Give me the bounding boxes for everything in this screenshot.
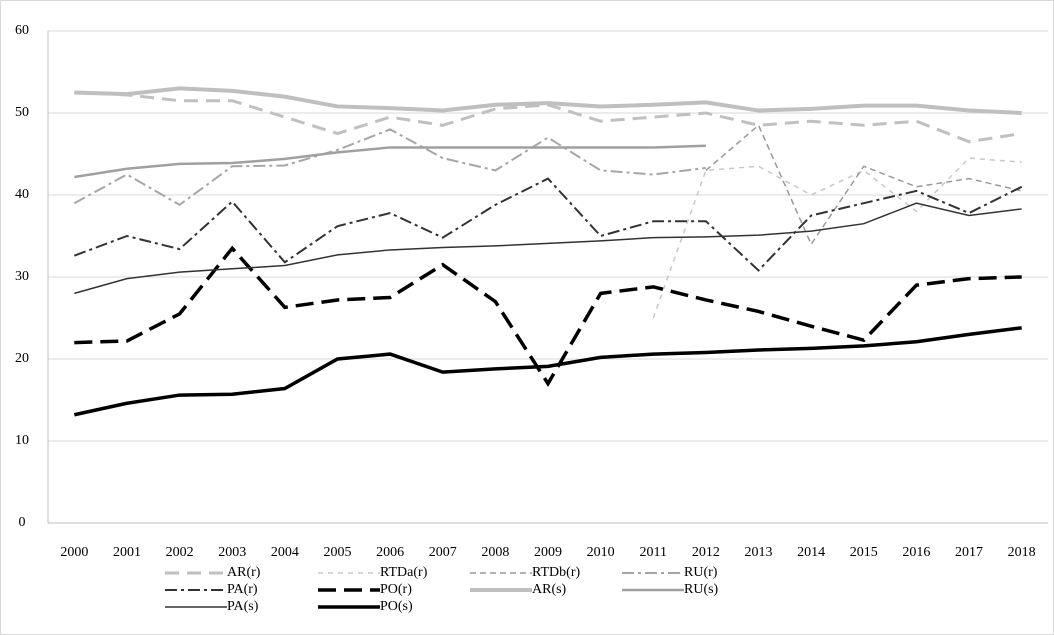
x-tick-label: 2017: [955, 545, 983, 560]
legend-label: PO(s): [380, 599, 413, 614]
legend-label: RTDb(r): [532, 565, 580, 580]
x-tick-label: 2004: [271, 545, 299, 560]
y-tick-label: 50: [15, 105, 29, 120]
x-tick-label: 2011: [640, 545, 667, 560]
x-tick-label: 2008: [481, 545, 509, 560]
series-line: [705, 124, 1022, 246]
x-tick-label: 2009: [534, 545, 562, 560]
x-tick-label: 2000: [60, 545, 88, 560]
series-line: [74, 144, 706, 179]
legend-label: PA(s): [227, 599, 259, 614]
y-tick-label: 10: [15, 433, 29, 448]
x-tick-label: 2014: [797, 545, 825, 560]
x-tick-label: 2006: [376, 545, 404, 560]
legend-label: RU(r): [684, 565, 718, 580]
y-tick-label: 20: [15, 351, 29, 366]
x-tick-label: 2001: [113, 545, 141, 560]
legend-label: AR(s): [532, 582, 567, 597]
x-tick-label: 2003: [218, 545, 246, 560]
series-line: [73, 177, 1023, 272]
y-tick-label: 0: [19, 515, 26, 530]
legend-label: PA(r): [227, 582, 258, 597]
y-tick-label: 30: [15, 269, 29, 284]
series-line: [74, 86, 1022, 115]
legend-label: RU(s): [684, 582, 719, 597]
x-tick-label: 2018: [1008, 545, 1036, 560]
x-tick-label: 2007: [429, 545, 457, 560]
series-line: [74, 202, 1022, 295]
y-tick-label: 60: [15, 23, 29, 38]
legend-label: PO(r): [380, 582, 412, 597]
x-tick-label: 2010: [587, 545, 615, 560]
x-tick-label: 2016: [902, 545, 930, 560]
y-tick-label: 40: [15, 187, 29, 202]
x-tick-label: 2005: [323, 545, 351, 560]
x-tick-label: 2015: [850, 545, 878, 560]
series-line: [73, 128, 707, 207]
series-line: [74, 245, 1022, 387]
x-tick-label: 2013: [745, 545, 773, 560]
x-tick-label: 2002: [166, 545, 194, 560]
series-line: [73, 326, 1022, 417]
x-tick-label: 2012: [692, 545, 720, 560]
legend-label: RTDa(r): [380, 565, 428, 580]
legend-label: AR(r): [227, 565, 261, 580]
